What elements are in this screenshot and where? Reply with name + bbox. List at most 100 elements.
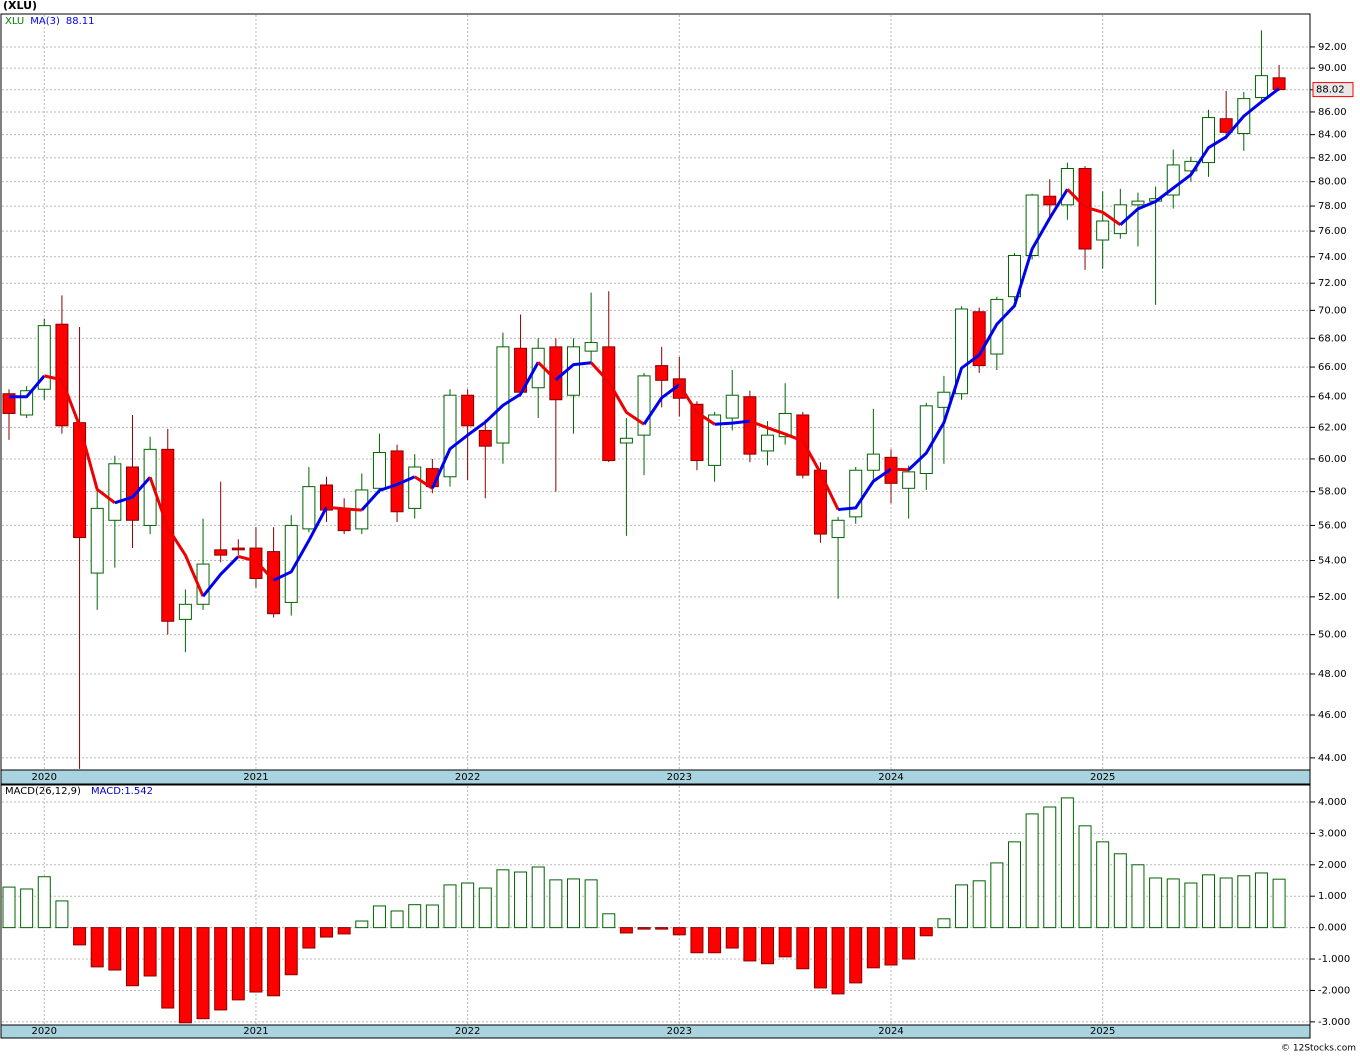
footer: © 12Stocks.com xyxy=(1281,1044,1356,1054)
moving-average-line xyxy=(714,419,751,426)
macd-bar xyxy=(761,927,775,965)
macd-bar xyxy=(637,927,651,930)
macd-bar xyxy=(919,927,933,937)
y-tick-label: 62.00 xyxy=(1318,422,1347,433)
y-tick-label: 0.000 xyxy=(1318,923,1347,934)
y-tick-label: 56.00 xyxy=(1318,520,1347,531)
candle-body xyxy=(372,452,386,489)
macd-bar xyxy=(849,927,863,984)
candle-body xyxy=(1219,118,1233,133)
y-tick-label: 4.000 xyxy=(1318,797,1347,808)
moving-average-line xyxy=(9,374,46,399)
macd-bar xyxy=(1254,872,1268,929)
macd-bar xyxy=(813,927,827,989)
macd-bar xyxy=(196,927,210,1020)
macd-bar xyxy=(1219,877,1233,929)
macd-bar xyxy=(425,904,439,929)
candle-body xyxy=(267,551,281,615)
macd-bar xyxy=(1096,841,1110,929)
macd-bar xyxy=(1149,877,1163,929)
macd-bar xyxy=(796,927,810,970)
moving-average-line xyxy=(554,361,592,381)
moving-average-line xyxy=(148,476,205,597)
moving-average-line xyxy=(272,506,328,582)
candle-body xyxy=(1254,75,1268,98)
macd-bar xyxy=(619,927,633,934)
y-tick-label: 66.00 xyxy=(1318,362,1347,373)
macd-bar xyxy=(884,927,898,966)
macd-bar xyxy=(1025,813,1039,929)
macd-bar xyxy=(902,927,916,960)
legend-label: MA(3) xyxy=(30,16,60,27)
macd-bar xyxy=(461,882,475,929)
y-tick-label: 84.00 xyxy=(1318,130,1347,141)
moving-average-line xyxy=(890,467,909,472)
macd-bar xyxy=(496,869,510,929)
macd-bar xyxy=(337,927,351,935)
x-axis-band xyxy=(0,769,1311,785)
macd-bar xyxy=(2,886,16,929)
candle-body xyxy=(302,486,316,530)
y-tick-label: 80.00 xyxy=(1318,177,1347,188)
y-tick-label: 52.00 xyxy=(1318,592,1347,603)
macd-bar xyxy=(1060,797,1074,929)
candle-body xyxy=(178,603,192,620)
macd-bar xyxy=(267,927,281,997)
macd-bar xyxy=(937,918,951,929)
macd-bar xyxy=(1272,878,1286,929)
macd-bar xyxy=(231,927,245,1001)
macd-bar xyxy=(1007,841,1021,929)
macd-bar xyxy=(690,927,704,954)
macd-bar xyxy=(955,884,969,929)
y-tick-label: 74.00 xyxy=(1318,252,1347,263)
macd-bar xyxy=(972,880,986,929)
moving-average-line xyxy=(413,475,434,490)
legend-label: MACD: xyxy=(91,786,124,797)
y-tick-label: -3.000 xyxy=(1318,1017,1350,1028)
y-tick-label: 86.00 xyxy=(1318,107,1347,118)
x-tick-label: 2025 xyxy=(1090,1026,1115,1037)
candle-body xyxy=(637,375,651,436)
macd-bar xyxy=(408,904,422,929)
macd-bar xyxy=(284,927,298,976)
candle-body xyxy=(902,471,916,489)
x-tick-label: 2023 xyxy=(667,1026,692,1037)
x-tick-label: 2023 xyxy=(667,772,692,783)
moving-average-line xyxy=(43,374,116,505)
candle-body xyxy=(231,547,245,551)
moving-average-line xyxy=(430,361,540,489)
moving-average-line xyxy=(326,505,362,512)
candle-body xyxy=(1007,255,1021,298)
last-price-tag xyxy=(1312,82,1354,98)
chart-title: (XLU) xyxy=(3,0,37,12)
y-tick-label: -1.000 xyxy=(1318,954,1350,965)
candle-body xyxy=(584,342,598,352)
macd-bar xyxy=(1113,853,1127,929)
moving-average-line xyxy=(749,419,840,511)
y-tick-label: 78.00 xyxy=(1318,201,1347,212)
macd-bar xyxy=(20,888,34,929)
x-tick-label: 2021 xyxy=(243,1026,268,1037)
macd-bar xyxy=(249,927,263,993)
macd-bar xyxy=(672,927,686,936)
macd-bar xyxy=(990,862,1004,929)
candle-body xyxy=(919,405,933,475)
macd-bar xyxy=(549,879,563,929)
macd-bar xyxy=(1184,882,1198,929)
legend-value: 1.542 xyxy=(124,786,153,797)
macd-bar xyxy=(320,927,334,938)
moving-average-line xyxy=(537,361,557,381)
candle-body xyxy=(1131,200,1145,206)
candle-body xyxy=(1025,194,1039,257)
candle-body xyxy=(761,434,775,452)
y-tick-label: 92.00 xyxy=(1318,42,1347,53)
x-tick-label: 2022 xyxy=(455,1026,480,1037)
candle-body xyxy=(2,393,16,414)
macd-bar xyxy=(443,884,457,929)
macd-bar xyxy=(725,927,739,949)
plot-layer: 44.00 46.00 48.00 50.00 52.00 54.00 56.00 58.00… xyxy=(2,15,1354,1037)
macd-bar xyxy=(90,927,104,968)
macd-bar xyxy=(355,920,369,929)
moving-average-line xyxy=(114,476,152,505)
